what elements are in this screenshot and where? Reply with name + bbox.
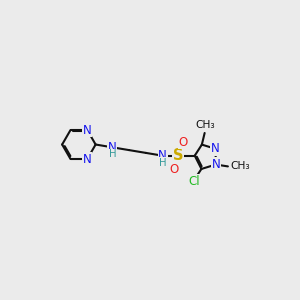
Text: H: H bbox=[109, 149, 117, 159]
Text: S: S bbox=[173, 148, 183, 163]
Text: N: N bbox=[158, 149, 167, 162]
Text: N: N bbox=[83, 152, 92, 166]
Text: N: N bbox=[212, 158, 220, 171]
Text: N: N bbox=[108, 141, 117, 154]
Text: N: N bbox=[83, 124, 92, 136]
Text: CH₃: CH₃ bbox=[231, 161, 250, 171]
Text: Cl: Cl bbox=[189, 175, 200, 188]
Text: O: O bbox=[178, 136, 188, 149]
Text: H: H bbox=[159, 158, 167, 168]
Text: CH₃: CH₃ bbox=[195, 120, 215, 130]
Text: O: O bbox=[169, 163, 178, 176]
Text: N: N bbox=[211, 142, 220, 155]
